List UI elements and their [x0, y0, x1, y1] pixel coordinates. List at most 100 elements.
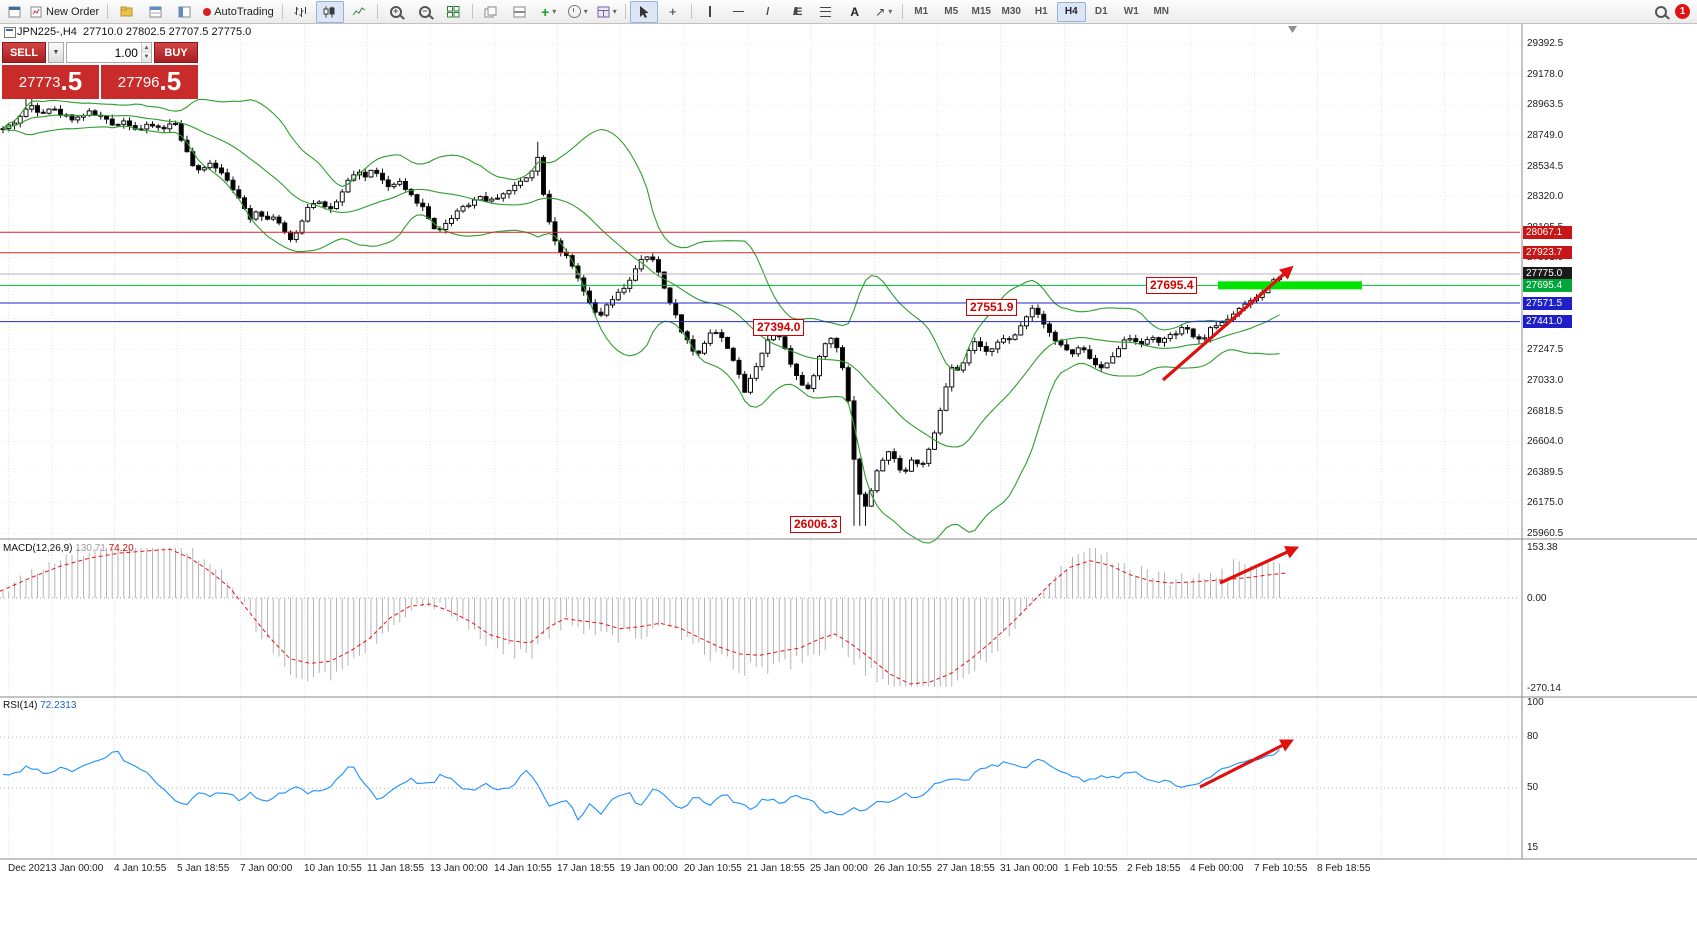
zoom-in-button[interactable] — [382, 1, 410, 23]
text-tool-button[interactable]: A — [841, 1, 869, 23]
new-order-button[interactable]: New Order — [26, 1, 103, 23]
zoom-out-button[interactable] — [411, 1, 439, 23]
separator — [471, 4, 473, 19]
zoom-out-icon — [418, 5, 431, 18]
chevron-down-icon: ▾ — [612, 6, 617, 16]
cascade-windows-button[interactable] — [477, 1, 505, 23]
time-axis-label: 3 Jan 00:00 — [51, 863, 104, 874]
time-axis-label: 4 Jan 10:55 — [114, 863, 167, 874]
bollinger-bands — [2, 98, 1280, 544]
horizontal-line-tool-button[interactable] — [725, 1, 753, 23]
periods-button[interactable]: ▾ — [564, 1, 592, 23]
fibonacci-icon — [820, 6, 832, 17]
indicators-button[interactable]: + ▾ — [535, 1, 563, 23]
market-watch-button[interactable] — [141, 1, 169, 23]
time-axis-label: 25 Jan 00:00 — [810, 863, 868, 874]
arrange-windows-button[interactable] — [506, 1, 534, 23]
timeframe-m5-button[interactable]: M5 — [944, 6, 959, 17]
price-axis-label: 28963.5 — [1527, 99, 1564, 111]
price-tag: 27775.0 — [1523, 267, 1572, 281]
vertical-line-tool-button[interactable] — [696, 1, 724, 23]
rsi-scale-label: 15 — [1527, 842, 1539, 853]
navigator-button[interactable] — [170, 1, 198, 23]
price-axis-label: 28320.0 — [1527, 191, 1564, 203]
trendline-icon: / — [766, 5, 770, 18]
templates-button[interactable]: ▾ — [593, 1, 621, 23]
templates-icon — [597, 6, 610, 17]
fibonacci-tool-button[interactable] — [812, 1, 840, 23]
macd-scale-label: 153.38 — [1527, 541, 1558, 553]
timeframe-m1-button[interactable]: M1 — [914, 6, 929, 17]
time-axis-label: 21 Jan 18:55 — [747, 863, 805, 874]
time-axis-label: 7 Jan 00:00 — [240, 863, 293, 874]
trend-arrow[interactable] — [1219, 546, 1300, 585]
text-tool-icon: A — [850, 4, 860, 19]
timeframe-w1-button[interactable]: W1 — [1123, 6, 1139, 17]
crosshair-tool-button[interactable]: + — [659, 1, 687, 23]
time-axis-label: 17 Jan 18:55 — [557, 863, 615, 874]
timeframe-mn-button[interactable]: MN — [1153, 6, 1170, 17]
price-axis-label: 29178.0 — [1527, 68, 1564, 80]
price-axis-label: 28749.0 — [1527, 129, 1564, 141]
candlestick-chart-button[interactable] — [315, 0, 344, 23]
timeframe-h1-button[interactable]: H1 — [1034, 6, 1048, 17]
price-tag: 27441.0 — [1523, 315, 1572, 329]
channel-tool-button[interactable]: //E — [783, 1, 811, 23]
price-tag: 28067.1 — [1523, 225, 1572, 239]
indicators-icon: + — [541, 3, 550, 20]
trendline-tool-button[interactable]: / — [754, 1, 782, 23]
cursor-tool-button[interactable] — [629, 0, 658, 23]
bar-chart-button[interactable] — [287, 1, 315, 23]
chevron-down-icon: ▾ — [552, 6, 557, 16]
tile-windows-button[interactable] — [440, 1, 468, 23]
search-icon[interactable] — [1655, 5, 1667, 18]
price-tag: 27923.7 — [1523, 246, 1572, 260]
time-axis-label: 31 Jan 00:00 — [1000, 863, 1058, 874]
time-axis-label: 5 Jan 18:55 — [177, 863, 230, 874]
bar-chart-icon — [294, 6, 307, 17]
autotrading-status-icon — [203, 7, 212, 16]
profiles-button[interactable] — [112, 1, 140, 23]
rsi-scale-label: 100 — [1527, 697, 1544, 708]
timeframe-m15-button[interactable]: M15 — [971, 6, 991, 17]
line-chart-button[interactable] — [345, 1, 373, 23]
timeframe-h4-button[interactable]: H4 — [1056, 1, 1086, 22]
price-axis-label: 26604.0 — [1527, 436, 1564, 448]
price-axis-label: 25960.5 — [1527, 528, 1564, 540]
autotrading-label: AutoTrading — [214, 5, 274, 18]
time-axis[interactable]: Dec 2021 3 Jan 00:00 4 Jan 10:55 5 Jan 18:5… — [0, 860, 1697, 878]
timeframe-d1-button[interactable]: D1 — [1094, 6, 1108, 17]
new-order-icon — [30, 6, 42, 17]
separator — [281, 4, 283, 19]
separator — [690, 4, 692, 19]
zoom-in-icon — [389, 5, 402, 18]
time-axis-label: 27 Jan 18:55 — [937, 863, 995, 874]
price-tag: 27695.4 — [1523, 278, 1572, 292]
trend-arrows — [1161, 265, 1300, 789]
vertical-line-icon — [709, 6, 711, 17]
time-axis-label: 8 Feb 18:55 — [1317, 863, 1371, 874]
chart-shift-marker[interactable] — [1288, 26, 1297, 33]
line-chart-icon — [352, 6, 365, 15]
price-axis-label: 27033.0 — [1527, 374, 1564, 386]
clock-icon — [567, 5, 581, 18]
time-axis-label: 14 Jan 10:55 — [494, 863, 552, 874]
arrows-tool-button[interactable]: ↗ ▾ — [870, 1, 898, 23]
trend-arrow[interactable] — [1199, 739, 1294, 789]
price-tag: 27571.5 — [1523, 296, 1572, 310]
horizontal-line-icon — [733, 10, 745, 13]
arrow-tool-icon: ↗ — [875, 4, 886, 19]
green-highlight-zone[interactable] — [1218, 281, 1362, 290]
notification-badge[interactable]: 1 — [1675, 4, 1690, 19]
timeframe-m30-button[interactable]: M30 — [1001, 6, 1021, 17]
candlestick-chart-icon — [323, 6, 335, 17]
market-watch-icon — [149, 6, 162, 17]
autotrading-button[interactable]: AutoTrading — [199, 1, 278, 23]
price-axis[interactable]: 29392.5 29178.0 28963.5 28749.0 28534.5 28320… — [1522, 24, 1697, 860]
trend-arrow[interactable] — [1161, 265, 1294, 382]
time-axis-label: Dec 2021 — [8, 863, 51, 874]
time-axis-label: 26 Jan 10:55 — [874, 863, 932, 874]
price-axis-label: 26818.5 — [1527, 405, 1564, 417]
